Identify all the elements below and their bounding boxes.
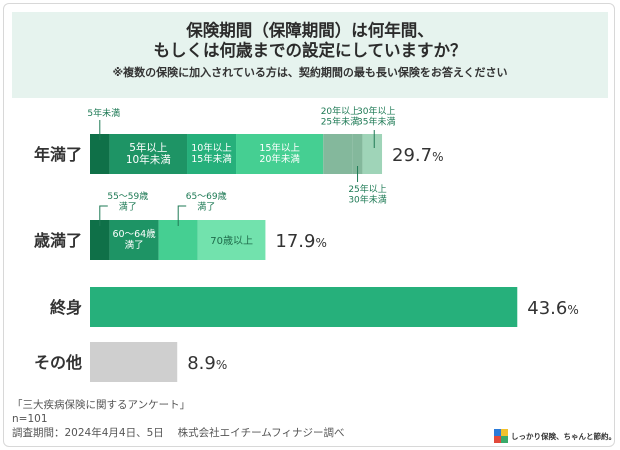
value-label: 43.6% xyxy=(527,298,578,319)
bar-segment xyxy=(90,220,110,260)
chart-frame xyxy=(3,3,615,447)
bar-segment xyxy=(187,134,237,174)
value-number: 17.9 xyxy=(275,231,315,252)
bar-segment xyxy=(109,134,188,174)
segment-label: 55〜59歳満了 xyxy=(107,190,148,213)
footer: 「三大疾病保険に関するアンケート」 n=101 調査期間：2024年4月4日、5… xyxy=(12,398,344,440)
value-label: 29.7% xyxy=(392,145,443,166)
chart-note: ※複数の保険に加入されている方は、契約期間の最も長い保険をお答えください xyxy=(112,66,508,79)
leader-line xyxy=(177,205,187,226)
bar-segment xyxy=(90,342,178,382)
value-number: 8.9 xyxy=(187,353,216,374)
segment-label: 70歳以上 xyxy=(210,235,253,247)
bar-segment xyxy=(362,134,383,174)
bar-segment xyxy=(109,220,159,260)
bar-segment xyxy=(158,220,198,260)
brand-logo: しっかり保険、ちゃんと節約。 xyxy=(494,429,616,443)
bar-segment xyxy=(197,220,266,260)
category-label: その他 xyxy=(34,353,82,372)
value-label: 17.9% xyxy=(275,231,326,252)
chart-title-line2: もしくは何歳までの設定にしていますか？ xyxy=(153,41,467,60)
survey-period: 調査期間：2024年4月4日、5日 株式会社エイチームフィナジー調べ xyxy=(12,427,345,439)
segment-label: 5年未満 xyxy=(87,107,120,119)
value-unit: % xyxy=(216,358,227,372)
bar-segment xyxy=(236,134,324,174)
segment-label: 15年以上 20年未満 xyxy=(259,142,300,165)
brand-icon xyxy=(494,429,508,443)
segment-label: 20年以上 25年未満 xyxy=(321,105,359,128)
category-label: 年満了 xyxy=(34,145,82,164)
value-number: 29.7 xyxy=(392,145,432,166)
sample-size: n=101 xyxy=(12,413,48,425)
value-number: 43.6 xyxy=(527,298,567,319)
bar-segment xyxy=(90,287,518,327)
chart-header: 保険期間（保障期間）は何年間、 もしくは何歳までの設定にしていますか？ ※複数の… xyxy=(12,12,608,98)
value-unit: % xyxy=(567,303,578,317)
segment-label: 10年以上 15年未満 xyxy=(191,142,232,165)
segment-label: 25年以上 30年未満 xyxy=(348,183,386,206)
bar-segment xyxy=(352,134,363,174)
segment-label: 65〜69歳満了 xyxy=(186,190,227,213)
survey-name: 「三大疾病保険に関するアンケート」 xyxy=(12,399,191,411)
bar-segment xyxy=(323,134,353,174)
brand-text: しっかり保険、ちゃんと節約。 xyxy=(511,431,616,441)
segment-label: 60〜64歳満了 xyxy=(113,228,157,251)
category-label: 歳満了 xyxy=(34,231,82,250)
bar-segment xyxy=(90,134,110,174)
segment-label: 5年以上 10年未満 xyxy=(126,141,171,166)
value-unit: % xyxy=(432,150,443,164)
leader-line xyxy=(99,205,108,226)
chart-title-line1: 保険期間（保障期間）は何年間、 xyxy=(186,21,434,40)
segment-label: 30年以上 35年未満 xyxy=(357,105,395,128)
value-unit: % xyxy=(315,236,326,250)
value-label: 8.9% xyxy=(187,353,227,374)
category-label: 終身 xyxy=(50,298,82,317)
